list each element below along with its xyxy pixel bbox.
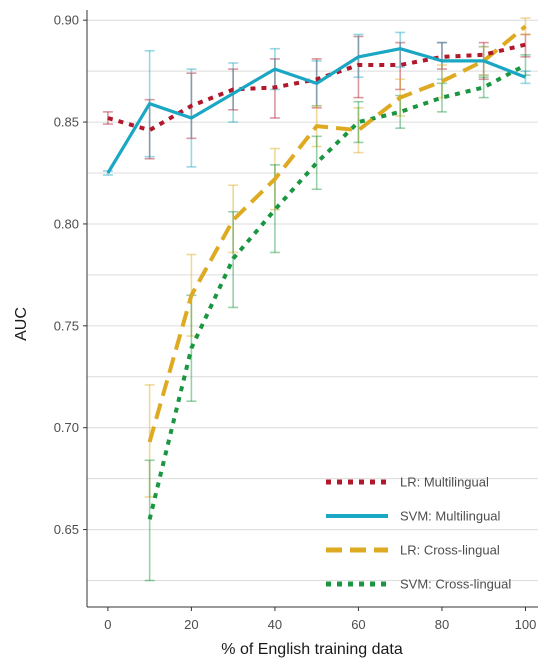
series-line xyxy=(147,63,527,520)
error-bar xyxy=(520,54,531,77)
legend-entry: SVM: Cross-lingual xyxy=(326,577,511,592)
legend-label: LR: Cross-lingual xyxy=(400,543,500,558)
x-tick-label: 80 xyxy=(435,617,449,632)
error-bar xyxy=(520,33,531,58)
error-bar xyxy=(353,107,364,154)
gridlines xyxy=(87,19,538,582)
error-bar xyxy=(228,210,239,309)
error-bar xyxy=(436,82,447,113)
legend-label: LR: Multilingual xyxy=(400,475,489,490)
y-tick-label: 0.80 xyxy=(54,216,79,231)
y-tick-label: 0.65 xyxy=(54,522,79,537)
series-line xyxy=(147,24,527,443)
error-bar xyxy=(478,76,489,99)
y-tick-label: 0.75 xyxy=(54,318,79,333)
error-bar xyxy=(395,41,406,91)
y-axis-title: AUC xyxy=(13,307,30,341)
legend-entry: SVM: Multilingual xyxy=(326,509,501,524)
error-bar xyxy=(144,98,155,160)
legend-label: SVM: Multilingual xyxy=(400,509,501,524)
legend-entry: LR: Multilingual xyxy=(326,475,489,490)
series-line xyxy=(107,42,526,133)
series-lines xyxy=(106,24,527,520)
x-tick-label: 0 xyxy=(104,617,111,632)
error-bar xyxy=(436,41,447,70)
axes xyxy=(86,10,538,608)
legend-entry: LR: Cross-lingual xyxy=(326,543,500,558)
y-tick-label: 0.90 xyxy=(54,13,79,28)
series-line xyxy=(106,47,527,174)
error-bar xyxy=(311,135,322,191)
x-tick-label: 100 xyxy=(515,617,537,632)
x-tick-label: 40 xyxy=(268,617,282,632)
error-bars xyxy=(102,17,531,582)
legend: LR: Multilingual SVM: Multilingual LR: Cro… xyxy=(326,475,511,592)
x-axis-title: % of English training data xyxy=(221,641,403,658)
y-tick-label: 0.85 xyxy=(54,115,79,130)
legend-label: SVM: Cross-lingual xyxy=(400,577,511,592)
error-bar xyxy=(102,111,113,125)
error-bar xyxy=(353,100,364,144)
x-tick-label: 20 xyxy=(184,617,198,632)
tick-labels: 0.65 0.70 0.75 0.80 0.85 0.90 0 20 40 60 80 100 xyxy=(54,13,537,632)
x-tick-label: 60 xyxy=(351,617,365,632)
y-tick-label: 0.70 xyxy=(54,420,79,435)
error-bar xyxy=(228,184,239,254)
error-bar xyxy=(144,459,155,582)
